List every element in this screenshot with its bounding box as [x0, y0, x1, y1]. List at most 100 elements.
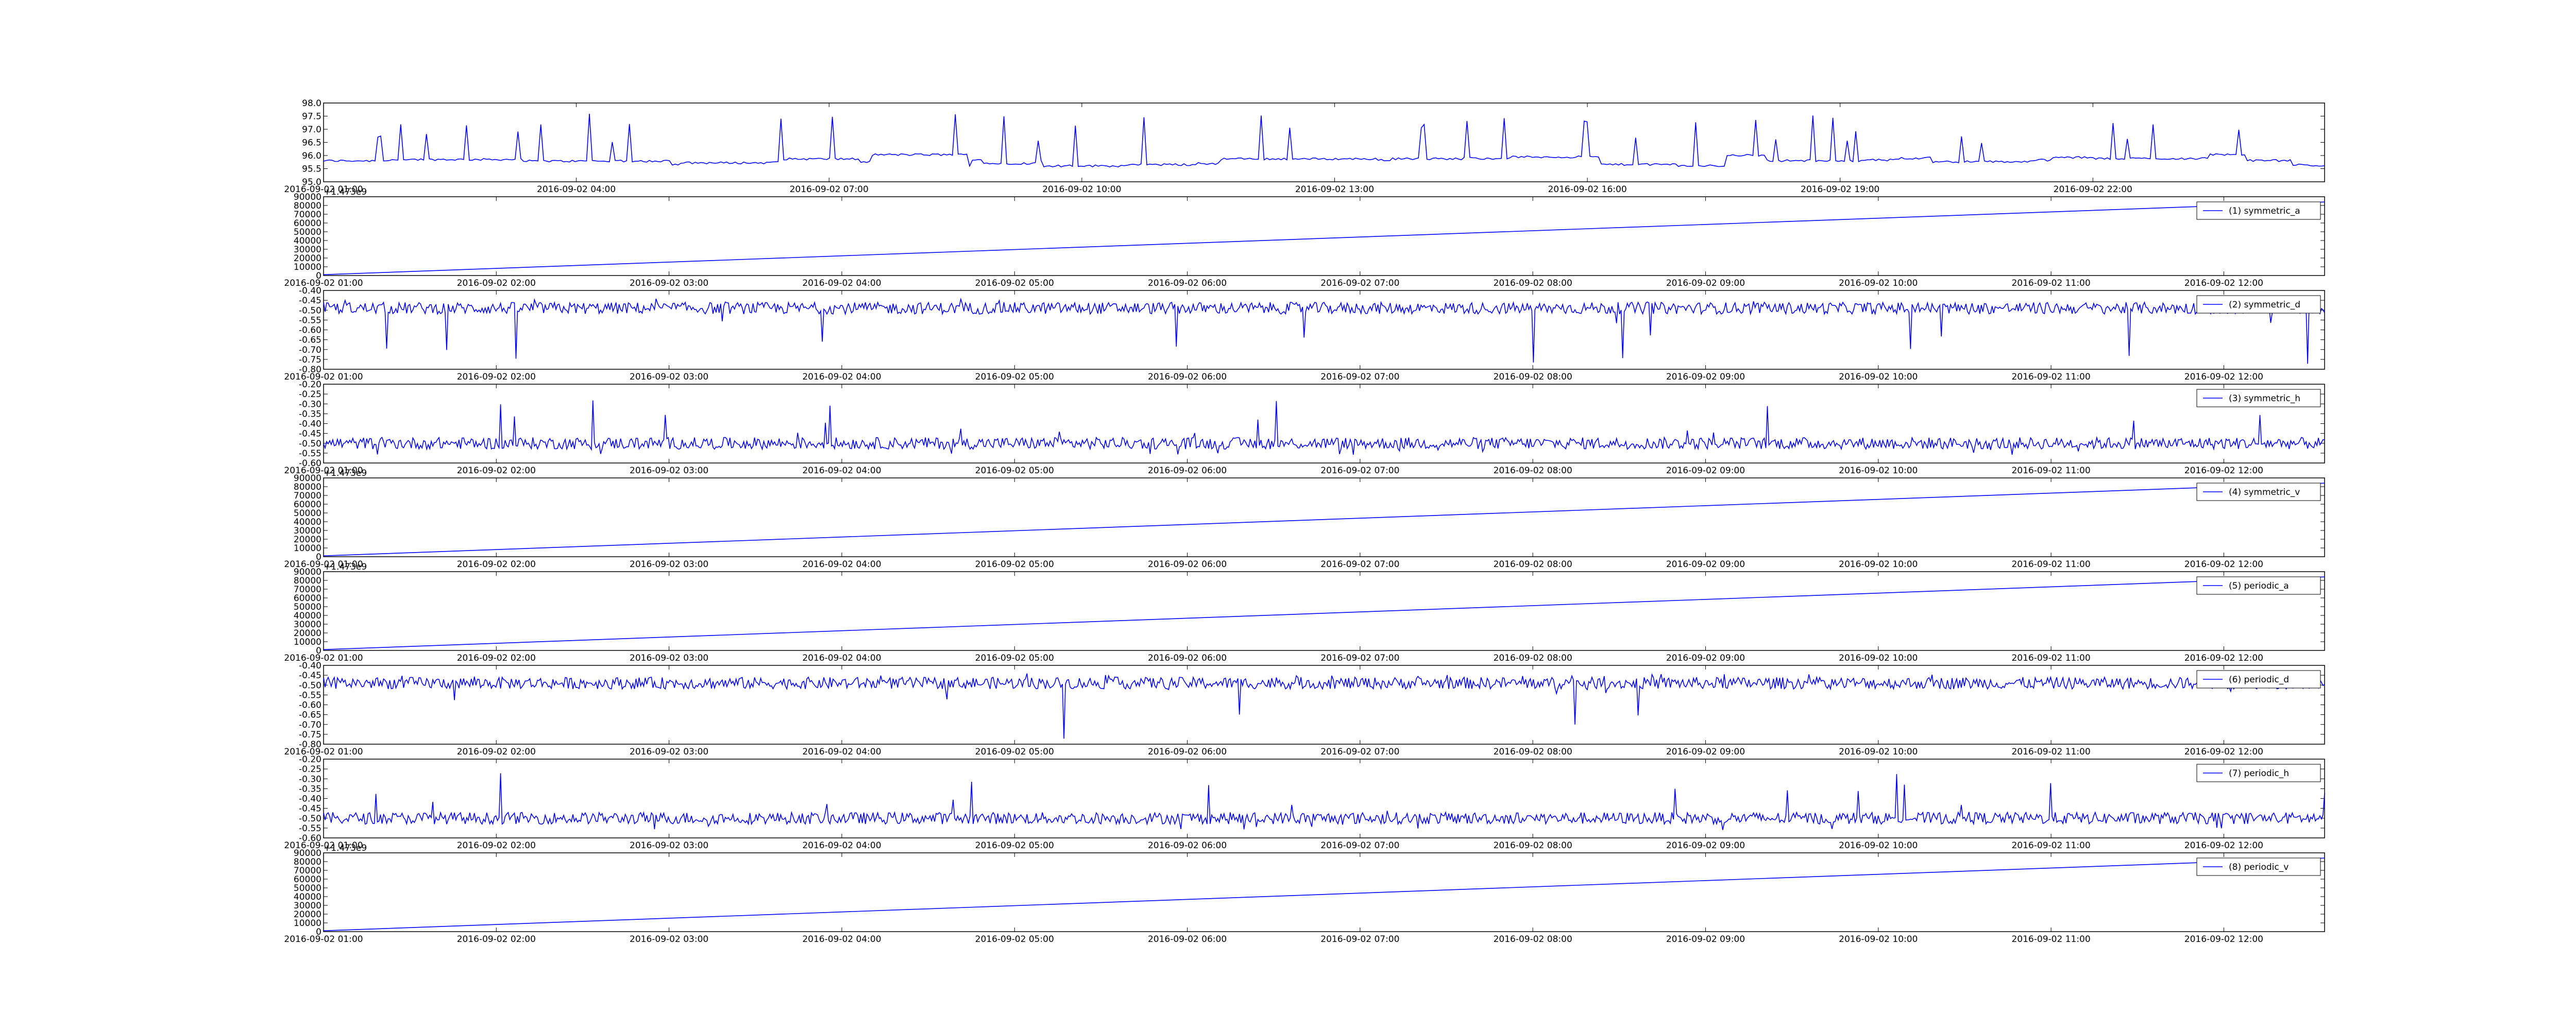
x-tick-label: 2016-09-02 09:00	[1666, 372, 1745, 382]
x-tick-label: 2016-09-02 12:00	[2184, 372, 2263, 382]
x-tick-label: 2016-09-02 01:00	[284, 653, 363, 663]
x-tick-label: 2016-09-02 01:00	[284, 559, 363, 570]
x-tick-label: 2016-09-02 11:00	[2011, 559, 2090, 570]
axes-frame	[323, 102, 2325, 182]
y-tick-label: -0.60	[299, 700, 321, 711]
x-tick-label: 2016-09-02 12:00	[2184, 559, 2263, 570]
x-tick-label: 2016-09-02 06:00	[1148, 559, 1227, 570]
axes-frame	[323, 196, 2325, 276]
y-tick-label: 10000	[294, 637, 321, 647]
y-tick-label: 95.5	[302, 164, 321, 175]
x-tick-label: 2016-09-02 10:00	[1839, 278, 1918, 288]
x-tick-label: 2016-09-02 07:00	[790, 184, 869, 195]
y-tick-label: 80000	[294, 482, 321, 492]
y-tick-label: 80000	[294, 201, 321, 211]
x-tick-label: 2016-09-02 07:00	[1320, 840, 1399, 851]
x-tick-label: 2016-09-02 03:00	[630, 840, 708, 851]
y-tick-label: 0	[316, 927, 321, 937]
y-tick-label: -0.40	[299, 794, 321, 804]
legend: (4) symmetric_v	[2196, 483, 2321, 501]
y-tick-label: -0.75	[299, 355, 321, 365]
x-tick-label: 2016-09-02 06:00	[1148, 747, 1227, 757]
legend: (2) symmetric_d	[2196, 295, 2321, 314]
x-tick-label: 2016-09-02 04:00	[802, 934, 881, 945]
y-tick-label: -0.55	[299, 449, 321, 459]
y-tick-label: -0.45	[299, 429, 321, 439]
x-tick-label: 2016-09-02 03:00	[630, 466, 708, 476]
legend-label: (8) periodic_v	[2229, 862, 2289, 872]
x-tick-label: 2016-09-02 09:00	[1666, 559, 1745, 570]
y-tick-label: 20000	[294, 909, 321, 920]
x-tick-label: 2016-09-02 07:00	[1320, 466, 1399, 476]
x-tick-label: 2016-09-02 04:00	[802, 747, 881, 757]
x-tick-label: 2016-09-02 22:00	[2054, 184, 2132, 195]
y-tick-label: -0.40	[299, 286, 321, 296]
x-tick-label: 2016-09-02 06:00	[1148, 278, 1227, 288]
y-tick-label: 50000	[294, 227, 321, 237]
y-tick-label: 40000	[294, 517, 321, 527]
y-tick-label: 20000	[294, 628, 321, 639]
y-tick-label: 50000	[294, 883, 321, 894]
x-tick-label: 2016-09-02 01:00	[284, 278, 363, 288]
legend-label: (3) symmetric_h	[2229, 393, 2300, 404]
subplot-5: 0100002000030000400005000060000700008000…	[284, 468, 2325, 570]
series-line	[323, 297, 2325, 364]
axes-frame	[323, 852, 2325, 932]
y-tick-label: -0.65	[299, 710, 321, 720]
y-tick-label: 40000	[294, 892, 321, 902]
y-tick-label: -0.20	[299, 380, 321, 390]
y-tick-label: 0	[316, 271, 321, 281]
y-tick-label: -0.25	[299, 389, 321, 400]
y-tick-label: 0	[316, 646, 321, 656]
x-tick-label: 2016-09-02 08:00	[1494, 466, 1572, 476]
legend: (1) symmetric_a	[2196, 201, 2321, 220]
x-tick-label: 2016-09-02 08:00	[1494, 559, 1572, 570]
y-tick-label: -0.70	[299, 720, 321, 730]
legend: (8) periodic_v	[2196, 857, 2321, 876]
x-tick-label: 2016-09-02 07:00	[1320, 653, 1399, 663]
x-tick-label: 2016-09-02 09:00	[1666, 278, 1745, 288]
y-tick-label: 60000	[294, 593, 321, 604]
series-line	[323, 857, 2325, 932]
x-tick-label: 2016-09-02 11:00	[2011, 278, 2090, 288]
x-tick-label: 2016-09-02 03:00	[630, 747, 708, 757]
y-tick-label: 90000	[294, 567, 321, 577]
x-tick-label: 2016-09-02 08:00	[1494, 840, 1572, 851]
x-tick-label: 2016-09-02 12:00	[2184, 278, 2263, 288]
y-tick-label: 60000	[294, 218, 321, 229]
legend-label: (4) symmetric_v	[2229, 487, 2300, 497]
subplot-2: 0100002000030000400005000060000700008000…	[284, 187, 2325, 288]
x-tick-label: 2016-09-02 06:00	[1148, 372, 1227, 382]
axis-offset-label: +1.473e9	[324, 187, 367, 197]
x-tick-label: 2016-09-02 03:00	[630, 559, 708, 570]
subplot-3: -0.80-0.75-0.70-0.65-0.60-0.55-0.50-0.45…	[284, 286, 2325, 382]
axes-frame	[323, 665, 2325, 745]
x-tick-label: 2016-09-02 11:00	[2011, 653, 2090, 663]
y-tick-label: 0	[316, 552, 321, 562]
y-tick-label: 30000	[294, 901, 321, 911]
x-tick-label: 2016-09-02 09:00	[1666, 747, 1745, 757]
x-tick-label: 2016-09-02 02:00	[457, 747, 536, 757]
y-tick-label: 20000	[294, 535, 321, 545]
series-line	[323, 483, 2325, 557]
x-tick-label: 2016-09-02 12:00	[2184, 653, 2263, 663]
x-tick-label: 2016-09-02 03:00	[630, 653, 708, 663]
x-tick-label: 2016-09-02 04:00	[802, 840, 881, 851]
x-tick-label: 2016-09-02 11:00	[2011, 372, 2090, 382]
x-tick-label: 2016-09-02 01:00	[284, 840, 363, 851]
legend-label: (5) periodic_a	[2229, 581, 2289, 591]
x-tick-label: 2016-09-02 02:00	[457, 559, 536, 570]
axes-frame	[323, 384, 2325, 464]
x-tick-label: 2016-09-02 08:00	[1494, 372, 1572, 382]
x-tick-label: 2016-09-02 02:00	[457, 840, 536, 851]
subplot-9: 0100002000030000400005000060000700008000…	[284, 843, 2325, 945]
y-tick-label: 70000	[294, 210, 321, 220]
x-tick-label: 2016-09-02 10:00	[1839, 466, 1918, 476]
y-tick-label: -0.55	[299, 690, 321, 700]
axes-frame	[323, 477, 2325, 557]
x-tick-label: 2016-09-02 08:00	[1494, 278, 1572, 288]
series-line	[323, 400, 2325, 455]
y-tick-label: -0.60	[299, 833, 321, 844]
x-tick-label: 2016-09-02 04:00	[537, 184, 616, 195]
legend: (7) periodic_h	[2196, 764, 2321, 782]
